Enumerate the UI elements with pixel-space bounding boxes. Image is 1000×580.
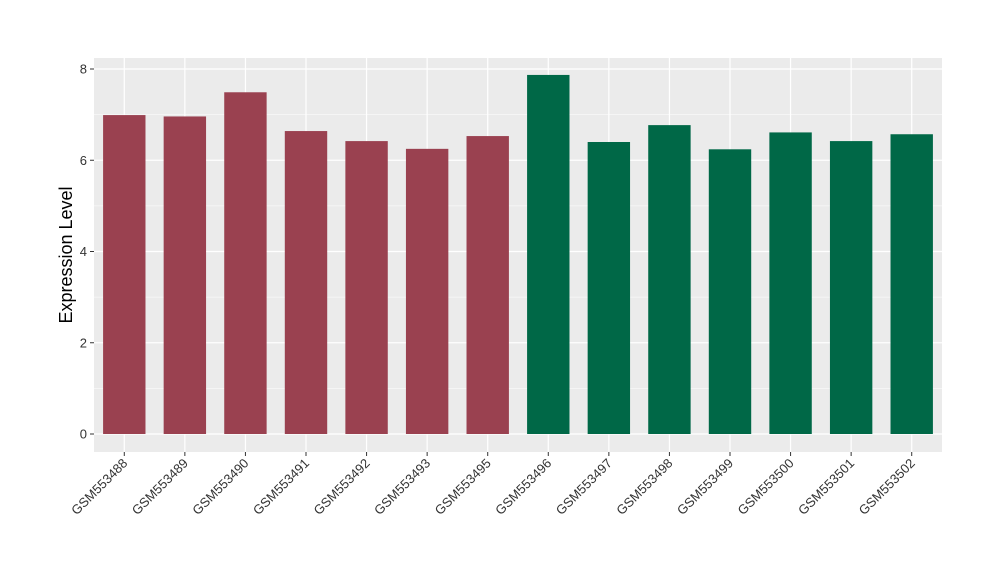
y-tick-label: 4 [80, 244, 87, 259]
bar-GSM553490 [224, 92, 267, 435]
bar-GSM553498 [648, 125, 691, 435]
x-tick-label: GSM553496 [492, 456, 554, 518]
x-tick-label: GSM553502 [856, 456, 918, 518]
y-axis: 0 2 4 6 8 [80, 62, 94, 442]
x-tick-label: GSM553501 [795, 456, 857, 518]
bar-GSM553502 [890, 134, 933, 434]
y-axis-title: Expression Level [56, 186, 76, 323]
x-tick-label: GSM553489 [129, 456, 191, 518]
x-tick-label: GSM553497 [553, 456, 615, 518]
x-tick-label: GSM553498 [613, 456, 675, 518]
bar-GSM553492 [345, 141, 388, 434]
y-tick-label: 2 [80, 335, 87, 350]
bars [103, 74, 933, 435]
bar-GSM553500 [769, 132, 812, 434]
bar-GSM553488 [103, 115, 146, 435]
bar-GSM553489 [163, 116, 207, 434]
y-tick-label: 6 [80, 153, 87, 168]
bar-GSM553491 [284, 131, 328, 435]
x-tick-label: GSM553500 [734, 456, 796, 518]
x-tick-label: GSM553499 [674, 456, 736, 518]
x-tick-label: GSM553493 [371, 456, 433, 518]
plot-panel [94, 58, 942, 452]
x-tick-label: GSM553490 [189, 456, 251, 518]
y-tick-label: 8 [80, 62, 87, 77]
x-tick-label: GSM553492 [310, 456, 372, 518]
x-tick-label: GSM553495 [432, 456, 494, 518]
bar-GSM553497 [587, 142, 631, 434]
bar-GSM553495 [466, 136, 509, 434]
bar-GSM553496 [527, 74, 570, 435]
x-tick-label: GSM553488 [68, 456, 130, 518]
y-tick-label: 0 [80, 427, 87, 442]
x-tick-label: GSM553491 [250, 456, 312, 518]
bar-GSM553493 [405, 148, 449, 434]
bar-GSM553501 [829, 141, 873, 434]
bar-GSM553499 [708, 149, 752, 435]
x-axis: GSM553488GSM553489GSM553490GSM553491GSM5… [68, 452, 918, 518]
